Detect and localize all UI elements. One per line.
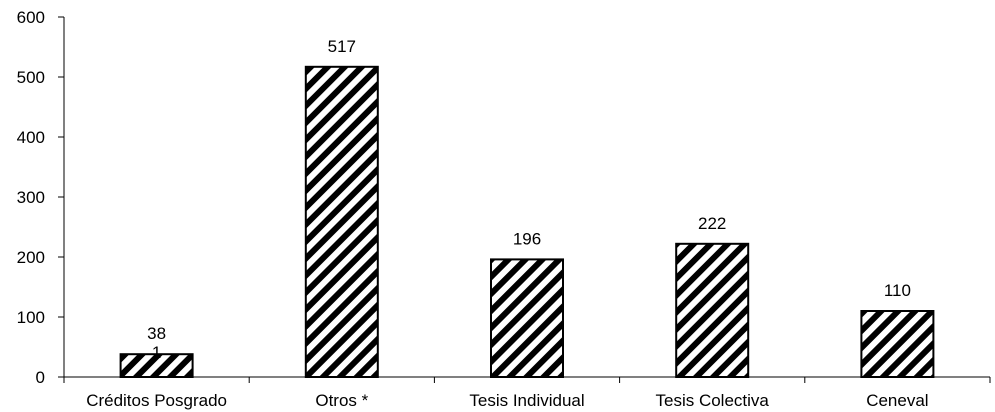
y-tick-label: 400 bbox=[17, 128, 45, 147]
y-tick-label: 100 bbox=[17, 308, 45, 327]
y-tick-label: 600 bbox=[17, 8, 45, 27]
category-label: Otros * bbox=[315, 391, 368, 410]
bar bbox=[119, 353, 194, 379]
bar bbox=[490, 258, 564, 378]
y-tick-label: 200 bbox=[17, 248, 45, 267]
data-label: 196 bbox=[513, 229, 541, 248]
axes: 0 100 200 300 400 500 600 bbox=[17, 8, 991, 387]
y-tick-label: 500 bbox=[17, 68, 45, 87]
bars bbox=[119, 65, 935, 379]
data-label: 517 bbox=[328, 37, 356, 56]
category-label: Ceneval bbox=[866, 391, 928, 410]
data-label: 38 bbox=[147, 324, 166, 343]
category-label: Créditos Posgrado bbox=[86, 391, 227, 410]
category-label: Tesis Individual bbox=[469, 391, 584, 410]
category-label: Tesis Colectiva bbox=[656, 391, 770, 410]
annotation-label: 1 bbox=[152, 343, 161, 362]
data-label: 222 bbox=[698, 214, 726, 233]
bar bbox=[860, 310, 935, 378]
bar bbox=[304, 65, 379, 379]
y-tick-label: 0 bbox=[36, 368, 45, 387]
labels: 38 Créditos Posgrado 517 Otros * 196 Tesis In… bbox=[86, 37, 928, 410]
y-tick-label: 300 bbox=[17, 188, 45, 207]
data-label: 110 bbox=[884, 281, 911, 300]
bar bbox=[675, 242, 750, 378]
